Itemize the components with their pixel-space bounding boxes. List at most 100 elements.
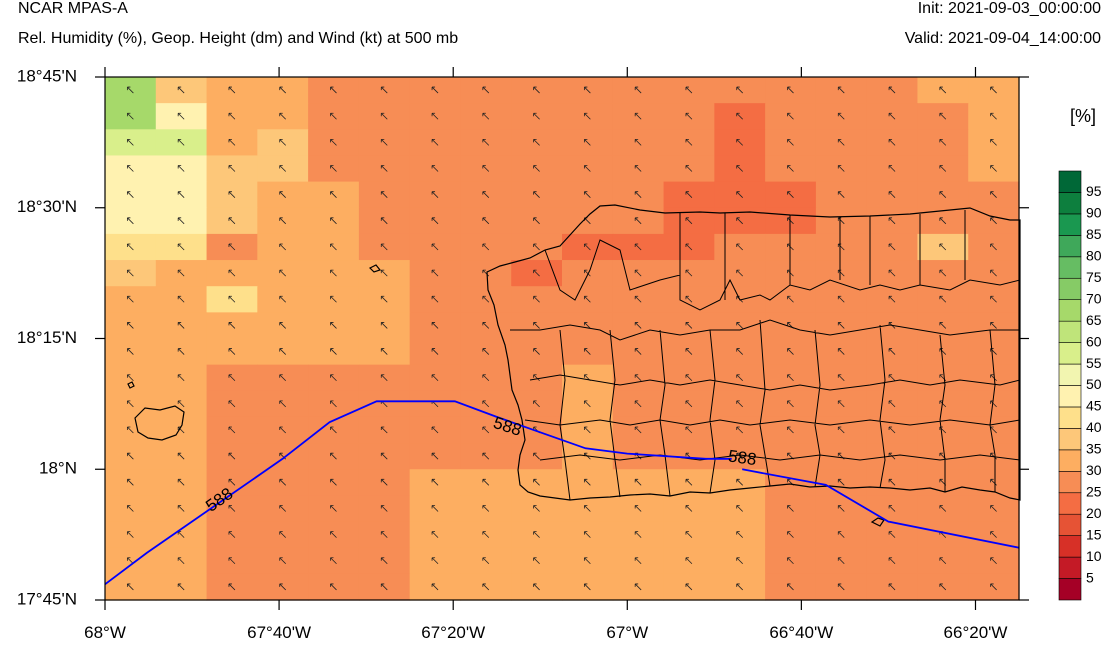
- wind-arrow: [228, 531, 236, 538]
- wind-arrow: [380, 452, 388, 460]
- wind-arrow: [330, 138, 337, 146]
- wind-arrow: [634, 531, 642, 538]
- wind-arrow: [431, 138, 439, 146]
- wind-arrow: [888, 138, 896, 146]
- axis-ticks: 18°45'N 18°30'N 18°15'N 18°N 17°45'N 68°W 67°4…: [17, 66, 1029, 642]
- colorbar-level-label: 95: [1086, 183, 1102, 199]
- wind-arrow: [228, 426, 236, 434]
- wind-arrow: [837, 374, 845, 382]
- wind-arrow: [330, 191, 337, 198]
- wind-arrow: [787, 426, 794, 434]
- wind-arrow: [685, 138, 693, 146]
- wind-arrow: [888, 426, 896, 434]
- wind-arrow: [431, 478, 439, 486]
- wind-arrow: [736, 583, 744, 591]
- lon-label: 68°W: [84, 623, 126, 642]
- wind-arrow: [431, 269, 439, 277]
- wind-arrow: [583, 583, 591, 591]
- desecheo-island: [368, 264, 382, 273]
- wind-arrow: [330, 348, 337, 355]
- wind-arrow: [279, 426, 287, 434]
- wind-arrow: [126, 583, 134, 591]
- wind-arrow: [330, 86, 337, 94]
- wind-arrow: [787, 400, 794, 408]
- wind-arrow: [888, 374, 896, 382]
- wind-arrow: [482, 191, 490, 198]
- colorbar-level-label: 90: [1086, 205, 1102, 221]
- colorbar-level-label: 60: [1086, 333, 1102, 349]
- monito-islet: [127, 381, 135, 389]
- colorbar-box: [1058, 235, 1082, 258]
- wind-arrow: [126, 86, 134, 94]
- wind-arrow: [330, 583, 337, 591]
- colorbar-box: [1058, 192, 1082, 215]
- wind-arrow: [126, 112, 134, 120]
- wind-arrow: [279, 583, 287, 591]
- wind-arrow: [482, 505, 490, 512]
- wind-arrow: [279, 400, 287, 408]
- colorbar-level-label: 85: [1086, 226, 1102, 242]
- wind-arrow: [787, 138, 794, 146]
- wind-arrow: [990, 217, 997, 225]
- wind-arrow: [837, 400, 845, 408]
- wind-arrow: [888, 557, 896, 565]
- wind-arrow: [736, 243, 744, 251]
- coastlines-and-boundaries: [127, 204, 1021, 527]
- fields-subtitle: Rel. Humidity (%), Geop. Height (dm) and…: [18, 30, 459, 47]
- wind-arrow: [837, 295, 845, 303]
- wind-arrow: [837, 86, 845, 94]
- wind-arrow: [787, 583, 794, 591]
- wind-arrow: [990, 165, 997, 172]
- wind-arrow: [533, 478, 540, 486]
- wind-arrow: [990, 478, 997, 486]
- wind-arrow: [279, 348, 287, 355]
- wind-arrow: [279, 557, 287, 565]
- wind-arrow: [380, 191, 388, 198]
- wind-arrow: [685, 295, 693, 303]
- wind-arrow: [888, 348, 896, 355]
- wind-arrow: [837, 348, 845, 355]
- wind-arrow: [177, 478, 185, 486]
- wind-arrow: [228, 165, 236, 172]
- wind-arrow: [736, 557, 744, 565]
- wind-arrow: [533, 505, 540, 512]
- wind-arrow: [837, 165, 845, 172]
- wind-arrow: [228, 374, 236, 382]
- wind-arrow: [228, 86, 236, 94]
- wind-arrow: [126, 505, 134, 512]
- wind-arrow: [583, 348, 591, 355]
- wind-arrow: [380, 583, 388, 591]
- wind-arrow: [939, 557, 947, 565]
- wind-arrow: [888, 165, 896, 172]
- colorbar-level-label: 45: [1086, 398, 1102, 414]
- wind-arrow: [583, 138, 591, 146]
- wind-arrow: [533, 191, 540, 198]
- wind-arrow: [380, 86, 388, 94]
- wind-arrow: [228, 243, 236, 251]
- wind-arrow: [583, 531, 591, 538]
- wind-arrow: [330, 505, 337, 512]
- wind-arrow: [939, 243, 947, 251]
- wind-arrow: [736, 505, 744, 512]
- wind-arrow: [228, 191, 236, 198]
- wind-arrow: [533, 348, 540, 355]
- wind-arrow: [177, 86, 185, 94]
- wind-arrow: [583, 557, 591, 565]
- wind-arrow: [330, 531, 337, 538]
- wind-arrow: [888, 191, 896, 198]
- wind-arrow: [431, 374, 439, 382]
- wind-arrow: [380, 478, 388, 486]
- wind-arrow: [330, 400, 337, 408]
- colorbar-box: [1058, 578, 1082, 601]
- wind-arrow: [634, 217, 642, 225]
- wind-arrow: [685, 269, 693, 277]
- wind-arrow: [279, 217, 287, 225]
- wind-arrow: [431, 112, 439, 120]
- wind-arrow: [939, 191, 947, 198]
- colorbar-box: [1058, 428, 1082, 451]
- wind-arrow: [482, 322, 490, 329]
- wind-arrow: [533, 217, 540, 225]
- wind-arrow: [685, 531, 693, 538]
- wind-arrow: [888, 86, 896, 94]
